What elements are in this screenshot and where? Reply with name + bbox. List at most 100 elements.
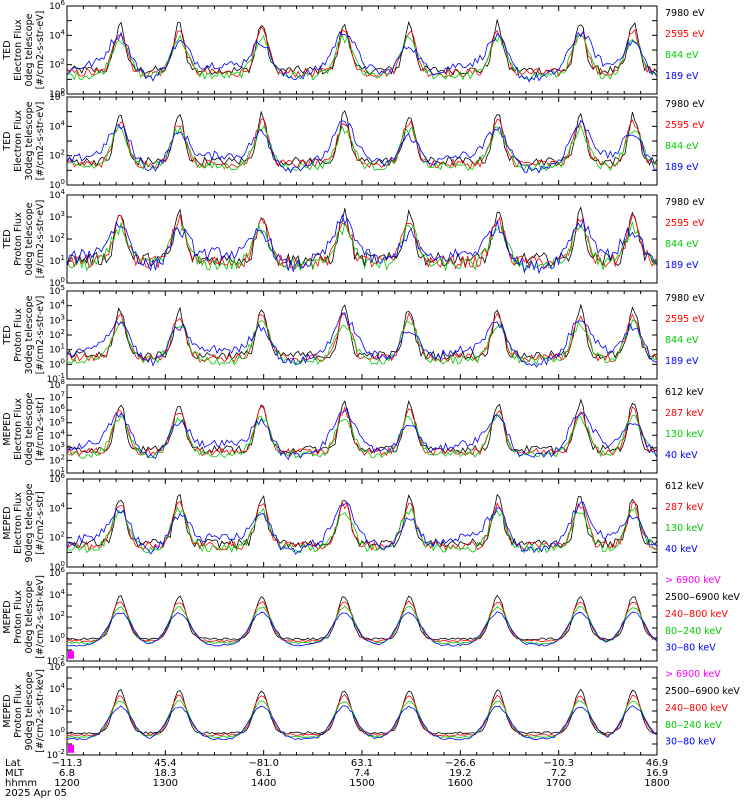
legend-entry: 2500‒6900 keV [665, 686, 740, 697]
legend-entry: 30‒80 keV [665, 643, 716, 654]
series-line [66, 303, 658, 361]
legend-entry: 612 keV [665, 387, 704, 398]
series-line [66, 312, 658, 368]
legend-entry: 189 eV [665, 356, 699, 367]
y-tick-label: 10-1 [47, 372, 65, 385]
y-tick-label: 107 [49, 391, 65, 404]
y-tick-label: 108 [49, 378, 65, 391]
y-tick-label: 100 [49, 178, 65, 191]
y-tick-label: 102 [49, 531, 65, 544]
y-axis-label: MEPEDElectron Flux90deg telescope[#/cm2-… [2, 483, 46, 562]
y-tick-label: 102 [49, 232, 65, 245]
series-line [66, 221, 658, 272]
y-tick-label: 100 [49, 357, 65, 370]
legend-entry: 2500‒6900 keV [665, 592, 740, 603]
y-tick-label: 101 [49, 343, 65, 356]
legend-entry: 130 keV [665, 523, 704, 534]
x-tick-label: 46.9 [646, 758, 668, 769]
x-tick-label: 7.4 [354, 768, 370, 779]
legend-entry: 612 keV [665, 481, 704, 492]
series-line [66, 30, 658, 83]
x-tick-label: 1500 [349, 778, 374, 789]
y-tick-label: 104 [49, 428, 65, 441]
y-tick-label: 102 [49, 58, 65, 71]
legend-entry: 40 keV [665, 450, 698, 461]
y-tick-label: 103 [49, 313, 65, 326]
legend-entry: 240‒800 keV [665, 609, 728, 620]
y-tick-label: 102 [49, 328, 65, 341]
x-axis-row-label: MLT [5, 768, 25, 779]
legend-entry: 7980 eV [665, 293, 705, 304]
panel-frame [66, 194, 658, 284]
legend-entry: 30‒80 keV [665, 737, 716, 748]
y-tick-label: 104 [49, 299, 65, 312]
series-line [66, 214, 658, 270]
series-mark [68, 744, 74, 753]
y-tick-label: 106 [49, 566, 65, 579]
series-line [66, 124, 658, 172]
y-tick-label: 100 [49, 726, 65, 739]
y-tick-label: 104 [49, 188, 65, 201]
x-tick-label: 18.3 [154, 768, 176, 779]
x-tick-label: 1400 [251, 778, 276, 789]
panel-frame [66, 666, 658, 756]
legend-entry: 2595 eV [665, 218, 705, 229]
y-tick-label: 10-2 [47, 748, 65, 761]
y-tick-label: 103 [49, 210, 65, 223]
legend-entry: 2595 eV [665, 314, 705, 325]
x-tick-label: −26.6 [445, 758, 476, 769]
x-tick-label: 6.8 [59, 768, 75, 779]
legend-entry: 240‒800 keV [665, 703, 728, 714]
series-line [66, 213, 658, 275]
y-axis-label: TEDProton Flux30deg telescope[#/cm2-s-st… [2, 295, 46, 374]
legend-entry: 130 keV [665, 429, 704, 440]
series-line [66, 312, 658, 363]
y-tick-label: 104 [49, 501, 65, 514]
y-tick-label: 102 [49, 149, 65, 162]
panel-frame [66, 572, 658, 662]
y-axis-label: TEDElectron Flux0deg telescope[#/cm2-s-s… [2, 11, 46, 90]
series-line [66, 319, 658, 366]
y-tick-label: 104 [49, 682, 65, 695]
series-line [66, 408, 658, 460]
x-tick-label: 1700 [546, 778, 571, 789]
y-tick-label: 100 [49, 87, 65, 100]
x-tick-label: 7.2 [551, 768, 567, 779]
legend-entry: 7980 eV [665, 197, 705, 208]
y-tick-label: 101 [49, 254, 65, 267]
panel-frame [66, 290, 658, 380]
legend-entry: 189 eV [665, 162, 699, 173]
legend-entry: > 6900 keV [665, 669, 721, 680]
legend-entry: 7980 eV [665, 8, 705, 19]
y-tick-label: 104 [49, 119, 65, 132]
legend-entry: 2595 eV [665, 29, 705, 40]
x-tick-label: −10.3 [543, 758, 574, 769]
y-tick-label: 105 [49, 284, 65, 297]
x-tick-label: 1800 [644, 778, 669, 789]
y-tick-label: 100 [49, 276, 65, 289]
legend-entry: 40 keV [665, 544, 698, 555]
x-tick-label: 1200 [54, 778, 79, 789]
y-axis-label: MEPEDProton Flux90deg telescope[#/cm2-s-… [2, 669, 46, 753]
series-line [66, 500, 658, 552]
x-axis-row-label: hhmm [5, 778, 37, 789]
series-mark [68, 650, 74, 659]
y-tick-label: 106 [49, 403, 65, 416]
date-label: 2025 Apr 05 [5, 788, 67, 799]
legend-entry: 189 eV [665, 260, 699, 271]
y-tick-label: 100 [49, 560, 65, 573]
y-tick-label: 101 [49, 466, 65, 479]
y-tick-label: 106 [49, 472, 65, 485]
legend-entry: 189 eV [665, 71, 699, 82]
legend-entry: 844 eV [665, 239, 699, 250]
series-line [66, 705, 658, 741]
panel-frame [66, 478, 658, 568]
y-tick-label: 102 [49, 704, 65, 717]
legend-entry: 2595 eV [665, 120, 705, 131]
